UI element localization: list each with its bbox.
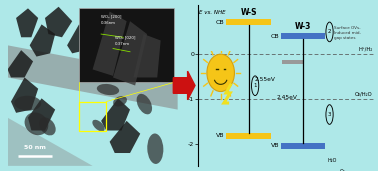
- Bar: [79, 102, 106, 130]
- Text: 50 nm: 50 nm: [24, 145, 46, 150]
- Text: Surface OVs-
Induced mid-
gap states: Surface OVs- Induced mid- gap states: [335, 26, 361, 40]
- Text: VB: VB: [216, 133, 225, 139]
- Ellipse shape: [113, 96, 127, 107]
- Polygon shape: [67, 24, 93, 53]
- Text: O₂: O₂: [340, 169, 345, 171]
- Ellipse shape: [14, 96, 41, 111]
- Ellipse shape: [25, 112, 48, 135]
- Polygon shape: [11, 77, 38, 113]
- Polygon shape: [101, 98, 130, 130]
- Polygon shape: [8, 118, 93, 166]
- Bar: [282, 60, 304, 64]
- Bar: [226, 19, 271, 25]
- Polygon shape: [29, 24, 55, 57]
- Bar: [79, 8, 174, 82]
- Ellipse shape: [136, 94, 152, 114]
- Text: 2.45eV: 2.45eV: [276, 95, 297, 100]
- Text: W-3: W-3: [294, 22, 311, 31]
- Circle shape: [207, 54, 234, 91]
- Polygon shape: [113, 21, 147, 86]
- Text: 0.37nm: 0.37nm: [115, 42, 130, 46]
- Text: CB: CB: [271, 34, 279, 39]
- FancyArrow shape: [173, 71, 195, 100]
- Text: 2.55eV: 2.55eV: [254, 77, 275, 82]
- Ellipse shape: [39, 117, 56, 135]
- Polygon shape: [8, 50, 33, 77]
- Ellipse shape: [92, 120, 105, 131]
- Text: E vs. NHE: E vs. NHE: [199, 10, 226, 15]
- Ellipse shape: [97, 84, 119, 95]
- Text: 0.36nm: 0.36nm: [101, 21, 116, 25]
- Text: H⁺/H₂: H⁺/H₂: [358, 47, 373, 52]
- Polygon shape: [16, 8, 38, 37]
- Text: 2: 2: [328, 29, 331, 34]
- Polygon shape: [8, 45, 178, 110]
- Polygon shape: [28, 98, 55, 130]
- Polygon shape: [133, 34, 161, 77]
- Bar: [280, 34, 325, 39]
- Text: VB: VB: [271, 143, 279, 148]
- Bar: [226, 133, 271, 139]
- Polygon shape: [93, 12, 127, 76]
- Text: O₂/H₂O: O₂/H₂O: [355, 91, 373, 96]
- Polygon shape: [45, 7, 72, 37]
- Text: 3: 3: [328, 112, 331, 117]
- Bar: [280, 143, 325, 149]
- Polygon shape: [110, 121, 140, 153]
- Text: 1: 1: [253, 83, 257, 88]
- Text: H₂O: H₂O: [327, 158, 337, 163]
- Text: WO₃ [020]: WO₃ [020]: [115, 35, 135, 39]
- Text: W-S: W-S: [240, 8, 257, 17]
- Text: CB: CB: [216, 20, 225, 25]
- Text: WO₃ [200]: WO₃ [200]: [101, 14, 122, 18]
- Ellipse shape: [147, 134, 163, 164]
